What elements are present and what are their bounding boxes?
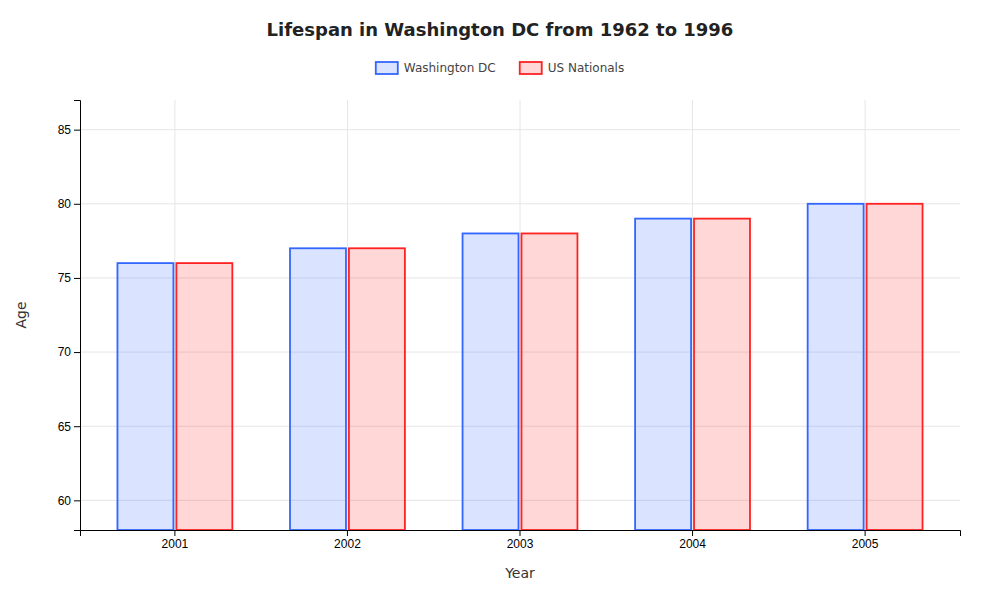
legend-swatch <box>520 62 542 74</box>
x-axis-title: Year <box>504 565 535 581</box>
bar <box>808 204 864 530</box>
bar <box>521 233 577 530</box>
legend-label: Washington DC <box>404 61 496 75</box>
grid-line <box>347 100 348 530</box>
bars <box>117 204 922 530</box>
tick-mark <box>74 130 80 131</box>
x-axis: 2001 2002 2003 2004 2005 <box>81 530 961 551</box>
tick-mark <box>865 530 866 536</box>
bar <box>694 219 750 530</box>
axis-line <box>81 531 961 537</box>
tick: 2001 <box>162 530 189 551</box>
title: Lifespan in Washington DC from 1962 to 1… <box>267 19 734 40</box>
tick: 65 <box>58 420 80 434</box>
tick-mark <box>74 426 80 427</box>
grid-line <box>865 100 866 530</box>
tick-mark <box>74 278 80 279</box>
tick: 70 <box>58 345 80 359</box>
tick: 2005 <box>852 530 879 551</box>
y-axis-title: Age <box>13 301 29 328</box>
grid-line <box>520 100 521 530</box>
bar <box>176 263 232 530</box>
plot-area: 60 65 70 75 80 85 2001 2002 2003 2004 2005 <box>58 100 961 551</box>
tick-label: 2005 <box>852 537 879 551</box>
bar <box>117 263 173 530</box>
tick: 75 <box>58 271 80 285</box>
tick: 80 <box>58 197 80 211</box>
tick-mark <box>174 530 175 536</box>
y-axis: 60 65 70 75 80 85 <box>58 101 81 531</box>
grid-line <box>174 100 175 530</box>
tick-label: 2001 <box>162 537 189 551</box>
tick: 2003 <box>507 530 534 551</box>
tick-label: 85 <box>58 123 72 137</box>
legend-label: US Nationals <box>548 61 624 75</box>
bar-series <box>117 204 863 530</box>
tick-mark <box>520 530 521 536</box>
chart: 60 65 70 75 80 85 2001 2002 2003 2004 2005 Year Age L… <box>0 0 1000 600</box>
tick-mark <box>74 500 80 501</box>
axis-line <box>74 101 81 531</box>
bar <box>463 233 519 530</box>
bar <box>635 219 691 530</box>
legend-swatch <box>376 62 398 74</box>
tick-label: 2002 <box>334 537 361 551</box>
tick: 60 <box>58 494 80 508</box>
tick: 2002 <box>334 530 361 551</box>
bar-series <box>176 204 922 530</box>
legend-item: Washington DC <box>376 61 496 75</box>
tick-label: 80 <box>58 197 72 211</box>
tick-mark <box>74 204 80 205</box>
legend-item: US Nationals <box>520 61 624 75</box>
grid-line <box>692 100 693 530</box>
tick-mark <box>74 352 80 353</box>
bar <box>290 248 346 530</box>
tick: 85 <box>58 123 80 137</box>
bar <box>867 204 923 530</box>
tick-label: 2004 <box>679 537 706 551</box>
grid <box>80 100 960 530</box>
tick-label: 2003 <box>507 537 534 551</box>
tick-mark <box>347 530 348 536</box>
tick: 2004 <box>679 530 706 551</box>
tick-label: 60 <box>58 494 72 508</box>
tick-mark <box>692 530 693 536</box>
bar <box>349 248 405 530</box>
tick-label: 75 <box>58 271 72 285</box>
tick-label: 70 <box>58 345 72 359</box>
tick-label: 65 <box>58 420 72 434</box>
legend: Washington DC US Nationals <box>376 61 624 75</box>
